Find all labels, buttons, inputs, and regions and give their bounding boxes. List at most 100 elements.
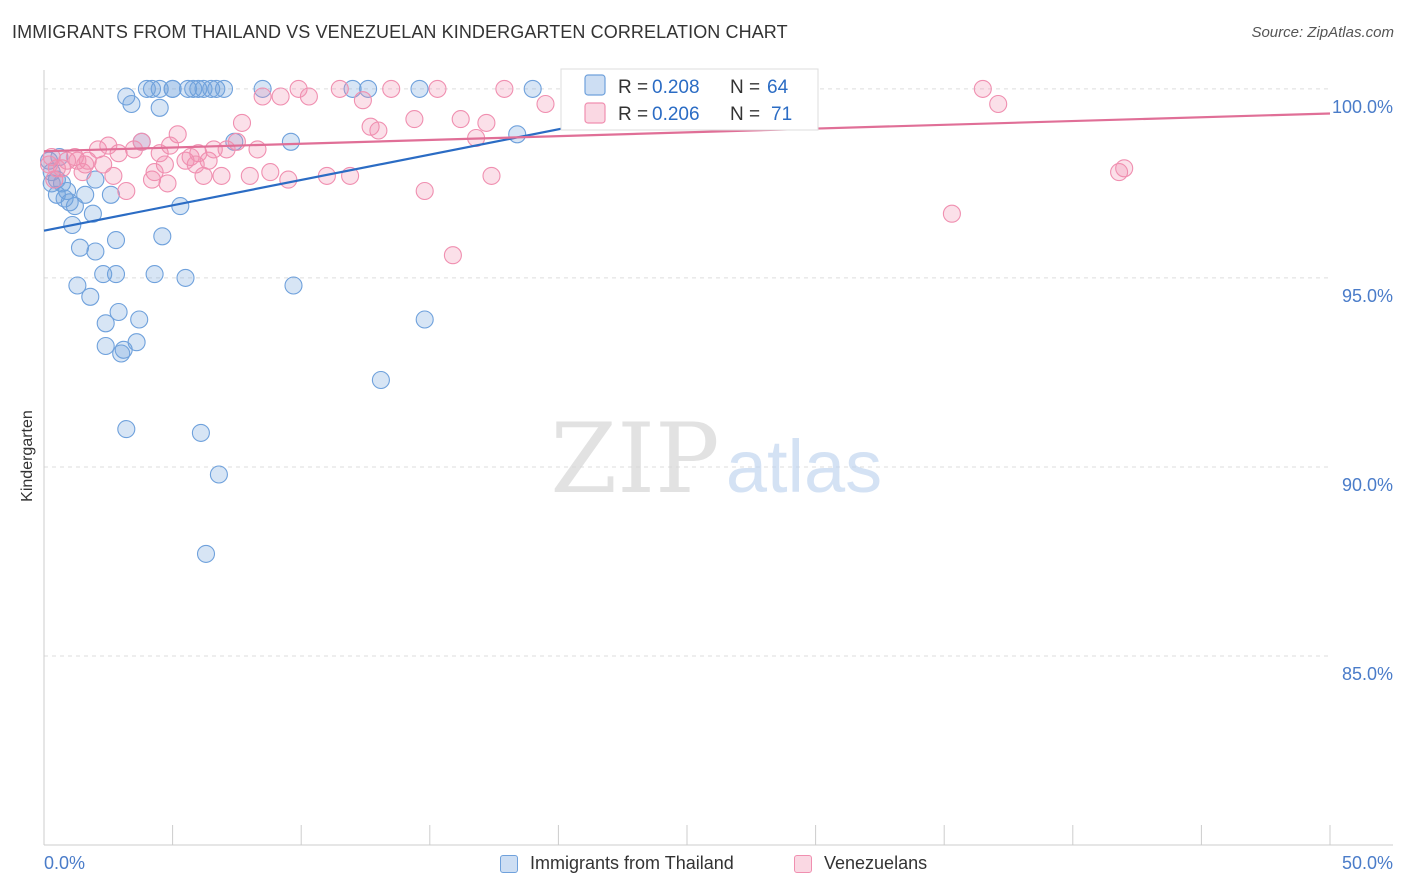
- stats-r-value-2: 0.206: [652, 104, 700, 125]
- thailand-point: [106, 231, 126, 250]
- thailand-point: [96, 314, 115, 333]
- stats-legend: R = 0.208 N = 64 R = 0.206 N = 71: [560, 68, 819, 131]
- thailand-point: [101, 185, 120, 204]
- thailand-point: [76, 185, 95, 204]
- venezuelan-point: [536, 94, 555, 114]
- stats-r-label-2: R =: [618, 104, 648, 125]
- thailand-point: [153, 227, 172, 246]
- thailand-point: [410, 79, 429, 98]
- venezuelan-point: [482, 166, 501, 185]
- venezuelan-point: [47, 159, 66, 178]
- venezuelan-point: [271, 87, 290, 106]
- venezuelan-point: [942, 204, 961, 223]
- venezuelan-point: [495, 79, 514, 98]
- venezuelan-point: [428, 79, 447, 98]
- stats-n-value-2: 71: [771, 104, 792, 125]
- legend-label-venezuelans: Venezuelans: [824, 853, 928, 873]
- venezuelan-point: [415, 181, 434, 201]
- thailand-point: [189, 79, 208, 98]
- venezuelan-point: [973, 79, 992, 98]
- venezuelan-point: [405, 110, 424, 129]
- venezuelan-point: [451, 110, 470, 129]
- venezuelan-point: [132, 132, 151, 151]
- thailand-point: [83, 204, 102, 223]
- venezuelan-point: [199, 151, 218, 170]
- stats-n-value-1: 64: [767, 77, 789, 98]
- thailand-point: [191, 423, 210, 442]
- thailand-point: [142, 79, 162, 98]
- venezuelan-point: [382, 79, 401, 98]
- venezuelan-point: [248, 140, 267, 159]
- thailand-point: [343, 79, 362, 98]
- watermark-atlas: atlas: [726, 425, 882, 508]
- thailand-point: [194, 79, 213, 98]
- thailand-point: [359, 79, 378, 98]
- thailand-point: [150, 98, 169, 117]
- thailand-point: [65, 197, 84, 216]
- thailand-point: [284, 276, 303, 295]
- y-axis-label: Kindergarten: [19, 410, 36, 502]
- thailand-point: [184, 79, 203, 98]
- venezuelan-point: [443, 246, 462, 265]
- thailand-point: [145, 265, 164, 284]
- legend-item-venezuelans[interactable]: Venezuelans: [794, 853, 927, 874]
- thailand-point: [86, 242, 105, 261]
- venezuelan-point: [1115, 159, 1134, 178]
- venezuelan-point: [212, 166, 231, 185]
- thailand-point: [178, 79, 198, 98]
- stats-r-value-1: 0.208: [652, 77, 700, 98]
- venezuelan-point: [279, 170, 298, 189]
- tick-label-layer: 85.0% 90.0% 95.0% 100.0% 0.0% 50.0%: [44, 97, 1393, 873]
- thailand-point: [371, 370, 390, 390]
- watermark-zip: ZIP: [550, 403, 719, 515]
- venezuelan-point: [289, 79, 308, 98]
- thailand-point: [281, 132, 300, 151]
- thailand-point: [214, 79, 234, 98]
- venezuelan-point: [299, 87, 318, 106]
- venezuelan-point: [78, 151, 97, 170]
- stats-n-label-1: N =: [730, 77, 760, 98]
- venezuelan-point: [194, 166, 213, 185]
- venezuelan-point: [117, 181, 136, 201]
- thailand-point: [68, 276, 87, 295]
- venezuelan-point: [155, 155, 174, 174]
- thailand-point: [117, 420, 136, 439]
- venezuelan-point: [142, 170, 162, 189]
- legend-item-thailand[interactable]: Immigrants from Thailand: [500, 853, 734, 874]
- axis-layer: [43, 70, 1393, 846]
- venezuelan-point: [145, 163, 164, 182]
- venezuelan-trend-line: [43, 112, 1331, 153]
- stats-legend-swatch-pink: [584, 102, 606, 124]
- venezuelan-point: [94, 155, 113, 174]
- thailand-point: [508, 125, 527, 144]
- venezuelan-point: [477, 113, 496, 132]
- venezuelan-point: [369, 121, 388, 140]
- thailand-point: [196, 544, 216, 563]
- stats-n-label-2: N =: [730, 104, 760, 125]
- thailand-point: [202, 79, 221, 98]
- venezuelan-point: [168, 125, 187, 144]
- venezuelan-point: [330, 79, 349, 98]
- thailand-trend-line: [43, 118, 611, 232]
- watermark: ZIP atlas: [550, 403, 882, 515]
- chart-title: IMMIGRANTS FROM THAILAND VS VENEZUELAN K…: [12, 22, 788, 42]
- grid-layer: [44, 88, 1330, 657]
- legend-swatch-venezuelans: [794, 854, 812, 873]
- thailand-point: [415, 310, 434, 329]
- y-tick-label: 100.0%: [1332, 97, 1393, 117]
- x-tick-label-min: 0.0%: [44, 853, 85, 873]
- venezuelan-point: [232, 113, 252, 132]
- stats-r-label-1: R =: [618, 77, 648, 98]
- bottom-legend: Immigrants from Thailand Venezuelans: [0, 850, 1406, 880]
- thailand-point: [137, 79, 156, 98]
- y-tick-label: 85.0%: [1342, 664, 1393, 684]
- legend-swatch-thailand: [500, 854, 518, 873]
- chart-source: Source: ZipAtlas.com: [1251, 24, 1394, 41]
- venezuelan-point: [189, 144, 208, 163]
- thailand-point: [523, 79, 542, 98]
- venezuelan-point: [42, 147, 61, 167]
- x-tick-label-max: 50.0%: [1342, 853, 1393, 873]
- venezuelan-point: [353, 91, 372, 110]
